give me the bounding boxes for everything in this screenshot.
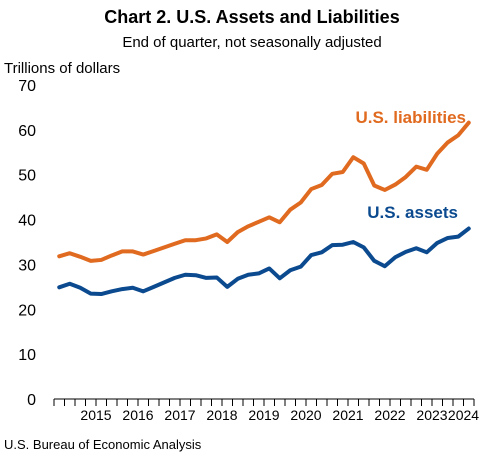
series-lines [57, 120, 471, 297]
x-tick-label: 2018 [206, 407, 237, 423]
y-axis-label: Trillions of dollars [4, 60, 120, 77]
y-tick-label: 20 [18, 302, 36, 319]
y-axis-ticks: 0 10 20 30 40 50 60 70 [18, 78, 36, 409]
y-tick-label: 50 [18, 168, 36, 185]
y-tick-label: 30 [18, 257, 36, 274]
x-tick-label: 2016 [122, 407, 153, 423]
x-tick-label: 2019 [248, 407, 279, 423]
y-tick-label: 40 [18, 213, 36, 230]
chart-title: Chart 2. U.S. Assets and Liabilities [104, 7, 399, 27]
series-line-liabilities [57, 120, 471, 263]
x-tick-label: 2023 [416, 407, 447, 423]
x-tick-label: 2021 [332, 407, 363, 423]
x-tick-label: 2022 [374, 407, 405, 423]
source-note: U.S. Bureau of Economic Analysis [4, 437, 202, 452]
series-label-assets: U.S. assets [367, 203, 458, 222]
x-tick-label: 2015 [80, 407, 111, 423]
x-axis-year-labels: 2015 2016 2017 2018 2019 2020 2021 2022 2023 2024 [80, 407, 479, 423]
x-tick-label: 2024 [448, 407, 479, 423]
y-tick-label: 10 [18, 347, 36, 364]
y-tick-label: 60 [18, 123, 36, 140]
chart-subtitle: End of quarter, not seasonally adjusted [122, 34, 381, 51]
series-line-assets [57, 226, 471, 297]
series-label-liabilities: U.S. liabilities [355, 108, 466, 127]
x-tick-label: 2017 [164, 407, 195, 423]
y-tick-label: 70 [18, 78, 36, 95]
y-tick-label: 0 [27, 392, 36, 409]
x-tick-label: 2020 [290, 407, 321, 423]
x-axis [53, 398, 475, 406]
